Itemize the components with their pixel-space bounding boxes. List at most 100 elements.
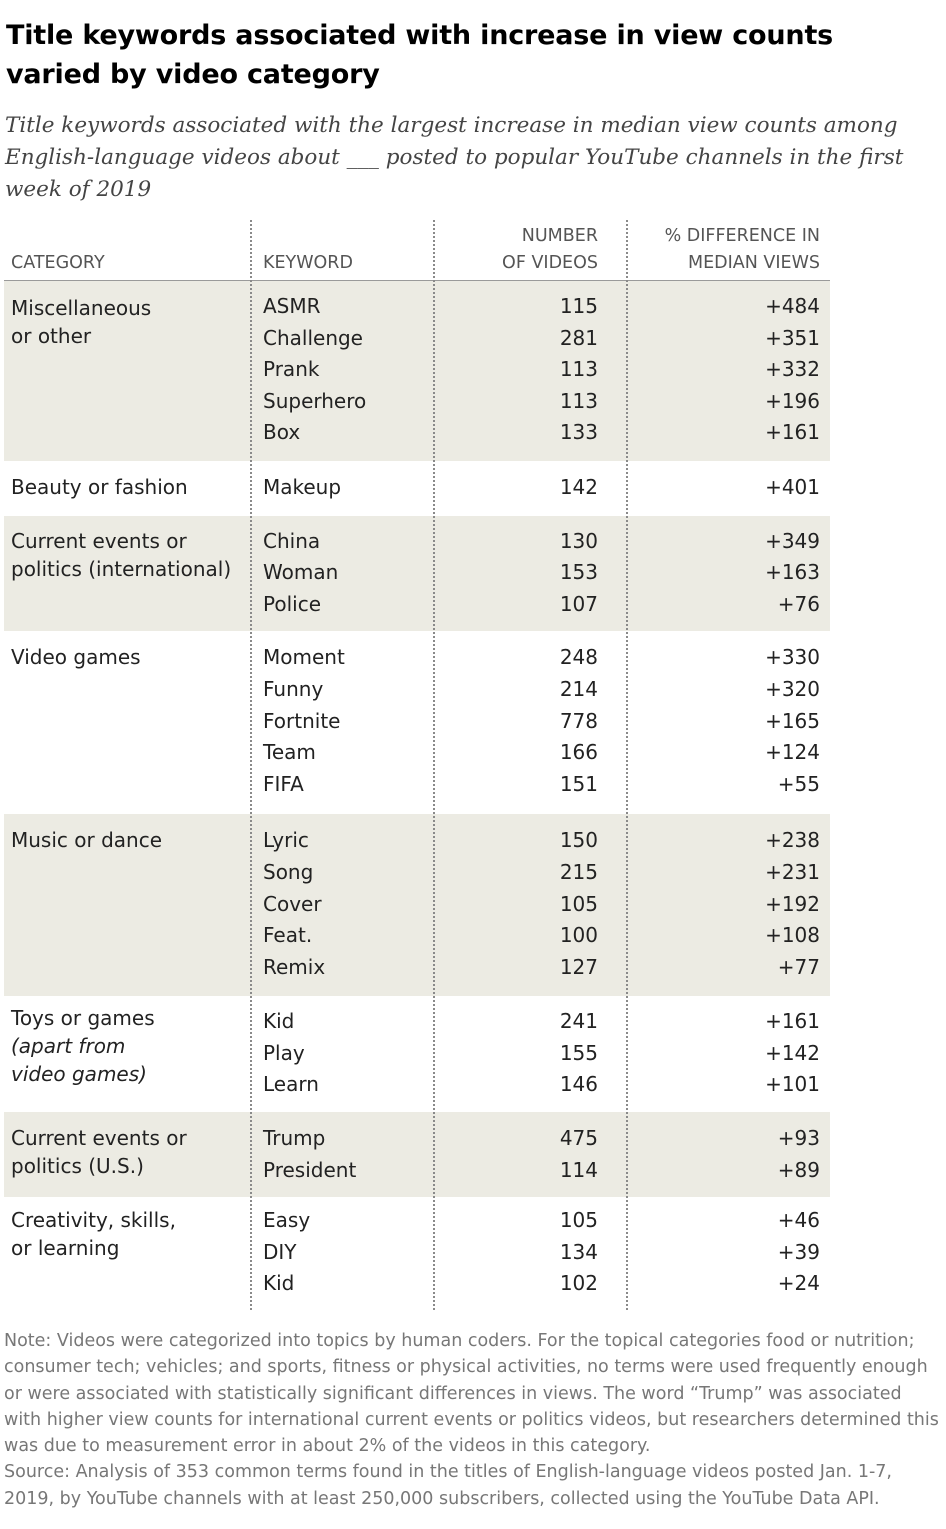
diff-cell: +163: [765, 560, 820, 585]
diff-cell: +320: [765, 676, 820, 701]
videos-cell: 166: [559, 740, 598, 765]
videos-cell: 151: [559, 771, 598, 796]
keyword-cell: Song: [263, 859, 314, 884]
header-num-line2: OF VIDEOS: [502, 253, 598, 273]
category-group: Miscellaneous or other ASMR 115 +484 Challeng…: [4, 281, 830, 461]
videos-cell: 281: [559, 325, 598, 350]
table-row: Cover 105 +192: [4, 889, 830, 921]
table-row: Superhero 113 +196: [4, 386, 830, 418]
keyword-cell: Superhero: [263, 388, 367, 413]
column-divider-number: [626, 220, 628, 1310]
category-group: Toys or games (apart from video games) Kid 2…: [4, 996, 830, 1112]
table-row: Woman 153 +163: [4, 557, 830, 589]
videos-cell: 133: [559, 420, 598, 445]
keyword-cell: ASMR: [263, 294, 321, 318]
diff-cell: +351: [765, 325, 820, 350]
table-row: Remix 127 +77: [4, 952, 830, 984]
category-label: Creativity, skills, or learning: [11, 1206, 251, 1262]
header-diff-line1: % DIFFERENCE IN: [664, 226, 820, 246]
source-text: Source: Analysis of 353 common terms fou…: [4, 1462, 892, 1509]
category-group: Music or dance Lyric 150 +238 Song 215 +231 Cov…: [4, 814, 830, 997]
category-label: Video games: [11, 643, 251, 671]
keyword-cell: DIY: [263, 1239, 297, 1264]
videos-cell: 105: [559, 891, 598, 916]
table-row: Challenge 281 +351: [4, 323, 830, 355]
table-row: Kid 241 +161: [4, 1006, 830, 1038]
category-label: Current events or politics (international…: [11, 527, 251, 583]
chart-subtitle: Title keywords associated with the large…: [5, 113, 904, 202]
videos-cell: 142: [559, 474, 598, 499]
videos-cell: 134: [559, 1239, 598, 1264]
table-row: FIFA 151 +55: [4, 769, 830, 801]
diff-cell: +89: [777, 1157, 820, 1182]
keyword-cell: Box: [263, 420, 301, 445]
diff-cell: +196: [765, 388, 820, 413]
keyword-cell: Woman: [263, 560, 339, 585]
table-row: Lyric 150 +238: [4, 825, 830, 857]
keyword-cell: Trump: [263, 1126, 326, 1151]
diff-cell: +332: [765, 357, 820, 382]
table-row: Moment 248 +330: [4, 642, 830, 674]
category-label-line: Current events or: [11, 528, 187, 553]
table-row: Play 155 +142: [4, 1038, 830, 1070]
table-row: ASMR 115 +484: [4, 291, 830, 323]
chart-title: Title keywords associated with increase …: [6, 20, 834, 90]
diff-cell: +161: [765, 420, 820, 445]
diff-cell: +401: [765, 474, 820, 499]
diff-cell: +330: [765, 645, 820, 670]
category-group: Creativity, skills, or learning Easy 105 +46…: [4, 1197, 830, 1310]
keyword-cell: Feat.: [263, 923, 313, 948]
column-divider-keyword: [433, 220, 435, 1310]
keyword-cell: Cover: [263, 891, 322, 916]
videos-cell: 155: [559, 1040, 598, 1065]
keyword-cell: Remix: [263, 954, 326, 979]
category-label-line: Current events or: [11, 1126, 187, 1151]
keyword-cell: Kid: [263, 1009, 295, 1034]
diff-cell: +24: [777, 1271, 820, 1296]
table-row: Prank 113 +332: [4, 354, 830, 386]
videos-cell: 153: [559, 560, 598, 585]
keyword-cell: President: [263, 1157, 357, 1182]
keyword-cell: Easy: [263, 1208, 311, 1233]
header-diff-line2: MEDIAN VIEWS: [687, 253, 820, 273]
videos-cell: 102: [559, 1271, 598, 1296]
category-label: Miscellaneous or other: [11, 294, 251, 350]
videos-cell: 114: [559, 1157, 598, 1182]
videos-cell: 113: [559, 357, 598, 382]
videos-cell: 248: [559, 645, 598, 670]
keyword-table: CATEGORY KEYWORD NUMBER OF VIDEOS % DIFF…: [4, 220, 830, 1310]
videos-cell: 778: [559, 708, 598, 733]
category-label-line: Creativity, skills,: [11, 1208, 176, 1233]
keyword-cell: Challenge: [263, 325, 363, 350]
table-row: Box 133 +161: [4, 417, 830, 449]
videos-cell: 107: [559, 591, 598, 616]
table-row: Team 166 +124: [4, 737, 830, 769]
header-number-of-videos: NUMBER OF VIDEOS: [502, 223, 598, 277]
keyword-cell: Prank: [263, 357, 320, 382]
table-row: Kid 102 +24: [4, 1268, 830, 1300]
header-keyword: KEYWORD: [263, 253, 353, 273]
keyword-cell: FIFA: [263, 771, 304, 796]
diff-cell: +76: [777, 591, 820, 616]
videos-cell: 214: [559, 676, 598, 701]
header-percent-difference: % DIFFERENCE IN MEDIAN VIEWS: [665, 223, 820, 277]
table-row: DIY 134 +39: [4, 1237, 830, 1269]
category-label: Toys or games (apart from video games): [11, 1004, 251, 1088]
table-row: Police 107 +76: [4, 589, 830, 621]
table-row: Fortnite 778 +165: [4, 706, 830, 738]
videos-cell: 100: [559, 923, 598, 948]
category-label-line: politics (U.S.): [11, 1154, 144, 1179]
category-label-line: Miscellaneous: [11, 296, 152, 320]
videos-cell: 241: [559, 1009, 598, 1034]
diff-cell: +39: [777, 1239, 820, 1264]
category-label-line: Video games: [11, 645, 141, 670]
diff-cell: +101: [765, 1072, 820, 1097]
table-row: Funny 214 +320: [4, 674, 830, 706]
category-label-line: Beauty or fashion: [11, 474, 188, 499]
table-body: Miscellaneous or other ASMR 115 +484 Challeng…: [4, 281, 830, 1310]
category-label: Beauty or fashion: [11, 473, 251, 501]
note-text: Note: Videos were categorized into topic…: [4, 1331, 939, 1457]
category-label-line: Music or dance: [11, 828, 163, 853]
keyword-cell: Police: [263, 591, 321, 616]
category-group: Current events or politics (U.S.) Trump 475…: [4, 1112, 830, 1198]
